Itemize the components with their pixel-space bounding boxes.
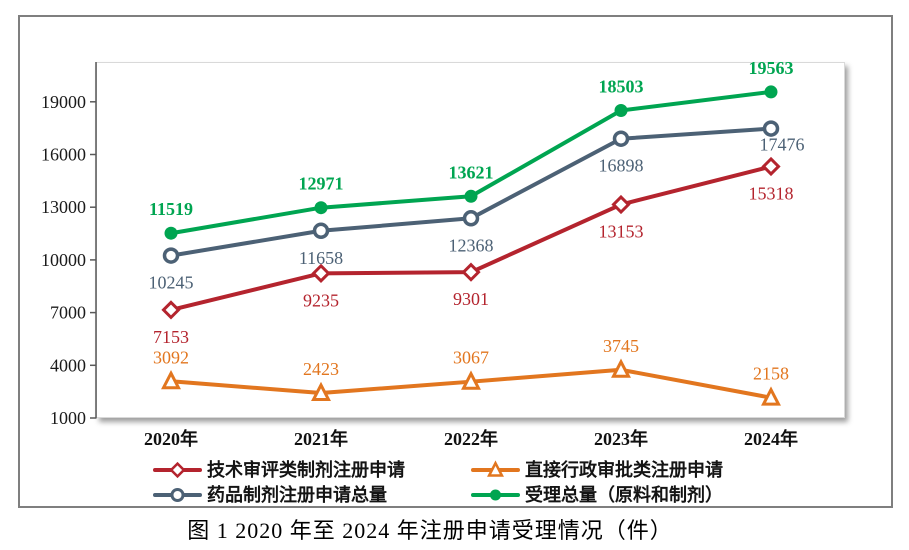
data-label: 15318 — [749, 183, 794, 203]
x-axis-label: 2022年 — [444, 428, 498, 449]
data-label: 12368 — [449, 235, 494, 255]
data-label: 16898 — [599, 156, 644, 176]
data-point-marker — [764, 85, 778, 99]
legend-item-label: 药品制剂注册申请总量 — [207, 484, 387, 505]
data-point-marker — [461, 262, 481, 282]
data-point-marker — [611, 194, 631, 215]
data-label: 11658 — [299, 248, 343, 268]
data-label: 2423 — [303, 359, 339, 379]
x-axis-label: 2023年 — [594, 428, 648, 449]
data-label: 3067 — [453, 348, 489, 368]
y-tick-label: 16000 — [41, 145, 86, 165]
x-axis-label: 2020年 — [144, 428, 198, 449]
data-point-marker — [487, 460, 504, 477]
data-point-marker — [762, 120, 780, 137]
data-label: 11519 — [149, 199, 193, 219]
data-label: 19563 — [749, 58, 794, 78]
legend-item-label: 技术审评类制剂注册申请 — [207, 459, 405, 480]
data-point-marker — [312, 222, 330, 240]
data-point-marker — [761, 386, 781, 406]
data-label: 9301 — [453, 289, 489, 309]
data-point-marker — [464, 189, 478, 203]
data-label: 13621 — [449, 162, 494, 182]
x-axis-label: 2024年 — [744, 428, 798, 449]
data-point-marker — [161, 300, 181, 320]
figure-caption: 图 1 2020 年至 2024 年注册申请受理情况（件） — [187, 518, 673, 543]
data-point-marker — [314, 201, 328, 215]
data-label: 10245 — [149, 273, 194, 293]
data-label: 2158 — [753, 364, 789, 384]
y-tick-label: 13000 — [41, 197, 86, 217]
data-point-marker — [170, 487, 185, 503]
data-label: 13153 — [599, 222, 644, 242]
data-label: 3092 — [153, 347, 189, 367]
y-tick-label: 10000 — [41, 250, 86, 270]
data-point-marker — [311, 381, 331, 402]
data-label: 17476 — [760, 135, 805, 155]
data-point-marker — [761, 156, 781, 177]
y-tick-label: 4000 — [50, 355, 86, 375]
data-point-marker — [161, 369, 181, 390]
data-point-marker — [612, 130, 630, 147]
data-label: 18503 — [599, 77, 644, 97]
legend-item-label: 受理总量（原料和制剂） — [525, 484, 723, 505]
data-point-marker — [614, 104, 628, 118]
y-tick-label: 7000 — [50, 303, 86, 323]
data-point-marker — [169, 461, 186, 479]
data-point-marker — [461, 370, 481, 390]
data-label: 3745 — [603, 336, 639, 356]
data-label: 9235 — [303, 290, 339, 310]
data-point-marker — [611, 358, 631, 378]
data-point-marker — [162, 247, 180, 264]
x-axis-label: 2021年 — [294, 428, 348, 449]
data-label: 12971 — [299, 174, 344, 194]
data-point-marker — [489, 489, 502, 501]
y-tick-label: 19000 — [41, 92, 86, 112]
data-point-marker — [462, 210, 480, 227]
data-label: 7153 — [153, 327, 189, 347]
data-point-marker — [311, 263, 331, 283]
y-tick-label: 1000 — [50, 408, 86, 428]
plot-area — [96, 62, 845, 418]
legend-item-label: 直接行政审批类注册申请 — [525, 459, 723, 480]
data-point-marker — [164, 226, 178, 240]
